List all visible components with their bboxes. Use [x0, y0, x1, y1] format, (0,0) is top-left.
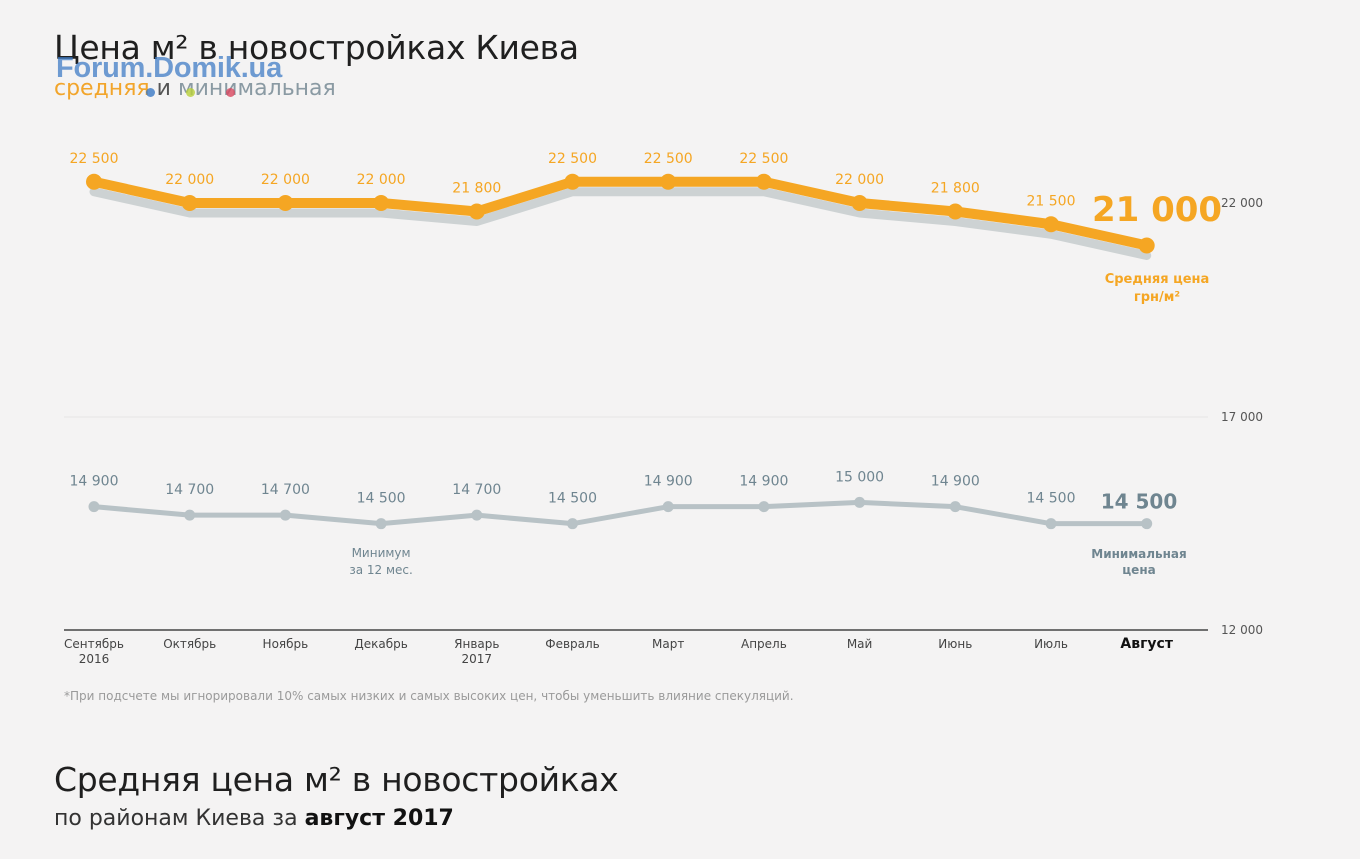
- average-data-label: 22 000: [165, 172, 214, 188]
- average-point: [755, 173, 772, 190]
- minimum-point: [758, 501, 770, 513]
- minimum-data-label-current: 14 500: [1101, 490, 1178, 514]
- minimum-point: [471, 509, 483, 521]
- average-point: [660, 173, 677, 190]
- minimum-data-label: 15 000: [835, 469, 884, 485]
- section-title: Средняя цена м² в новостройках: [54, 760, 619, 799]
- watermark-dot: [186, 88, 195, 97]
- x-tick-label: Июль: [1034, 637, 1068, 651]
- average-line-shadow: [89, 187, 1152, 260]
- minimum-point: [184, 509, 196, 521]
- y-tick-label: 17 000: [1221, 410, 1263, 424]
- minimum-annotation: за 12 мес.: [349, 563, 412, 577]
- x-tick-label: Ноябрь: [263, 637, 309, 651]
- average-data-label: 22 000: [261, 172, 310, 188]
- x-tick-label: Декабрь: [354, 637, 407, 651]
- y-tick-label: 12 000: [1221, 623, 1263, 637]
- minimum-point: [88, 501, 100, 513]
- minimum-data-label: 14 900: [739, 474, 788, 490]
- x-tick-label: Октябрь: [163, 637, 216, 651]
- minimum-point: [949, 501, 961, 513]
- average-data-label: 21 500: [1027, 193, 1076, 209]
- subtitle-minimum: минимальная: [177, 76, 336, 101]
- x-tick-label: Март: [652, 637, 684, 651]
- minimum-data-label: 14 900: [70, 474, 119, 490]
- average-data-label: 22 000: [835, 172, 884, 188]
- average-series-label: Средняя цена: [1105, 272, 1210, 287]
- minimum-point: [1141, 518, 1153, 530]
- x-tick-label: Август: [1120, 636, 1173, 652]
- average-data-label: 22 500: [739, 151, 788, 167]
- y-tick-label: 22 000: [1221, 196, 1263, 210]
- x-tick-label: 2017: [462, 652, 493, 666]
- average-data-label: 22 500: [548, 151, 597, 167]
- minimum-point: [567, 518, 578, 530]
- section-subtitle-prefix: по районам Киева за: [54, 806, 298, 831]
- minimum-data-label: 14 700: [261, 482, 310, 498]
- watermark-dot: [226, 88, 235, 97]
- average-series-label: грн/м²: [1134, 290, 1180, 305]
- minimum-data-label: 14 700: [165, 482, 214, 498]
- average-point: [1043, 216, 1059, 233]
- minimum-point: [854, 496, 866, 508]
- average-line: [89, 176, 1152, 251]
- minimum-data-label: 14 900: [644, 474, 693, 490]
- watermark-logo: Forum.Domik.ua: [56, 52, 282, 84]
- minimum-data-label: 14 700: [452, 482, 501, 498]
- x-tick-label: Июнь: [938, 637, 972, 651]
- average-point: [86, 173, 102, 190]
- average-data-label: 22 500: [70, 151, 119, 167]
- minimum-data-label: 14 500: [357, 491, 406, 507]
- average-data-label-current: 21 000: [1092, 190, 1222, 230]
- minimum-series-label: Минимальная: [1091, 547, 1186, 561]
- x-tick-label: Май: [847, 637, 873, 651]
- average-point: [373, 195, 390, 211]
- minimum-annotation: Минимум: [352, 546, 411, 560]
- average-point: [564, 173, 581, 190]
- x-tick-label: 2016: [79, 652, 110, 666]
- x-tick-label: Апрель: [741, 637, 787, 651]
- average-point: [181, 195, 198, 211]
- average-point: [947, 203, 964, 220]
- x-tick-label: Январь: [454, 637, 499, 651]
- footnote: *При подсчете мы игнорировали 10% самых …: [64, 689, 794, 703]
- average-data-label: 21 800: [452, 181, 501, 197]
- minimum-point: [662, 501, 674, 513]
- average-data-label: 21 800: [931, 181, 980, 197]
- minimum-data-label: 14 900: [931, 474, 980, 490]
- minimum-point: [375, 518, 387, 530]
- x-tick-label: Сентябрь: [64, 637, 124, 651]
- minimum-point: [279, 509, 291, 521]
- average-point: [1138, 237, 1155, 254]
- minimum-data-label: 14 500: [548, 491, 597, 507]
- watermark-dot: [146, 88, 155, 97]
- average-point: [277, 195, 294, 211]
- chart-title: Цена м² в новостройках Киева: [54, 28, 579, 67]
- average-data-label: 22 000: [357, 172, 406, 188]
- subtitle-and: и: [156, 76, 171, 101]
- subtitle-average: средняя: [54, 76, 150, 101]
- chart-subtitle: средняя и минимальная: [54, 76, 336, 101]
- minimum-series-label: цена: [1122, 563, 1155, 577]
- minimum-data-label: 14 500: [1027, 491, 1076, 507]
- average-data-label: 22 500: [644, 151, 693, 167]
- section-subtitle-period: август 2017: [304, 806, 454, 831]
- average-point: [851, 195, 868, 211]
- minimum-line: [91, 499, 1150, 527]
- x-tick-label: Февраль: [545, 637, 600, 651]
- section-subtitle: по районам Киева за август 2017: [54, 806, 454, 831]
- average-point: [468, 203, 485, 220]
- minimum-point: [1045, 518, 1057, 530]
